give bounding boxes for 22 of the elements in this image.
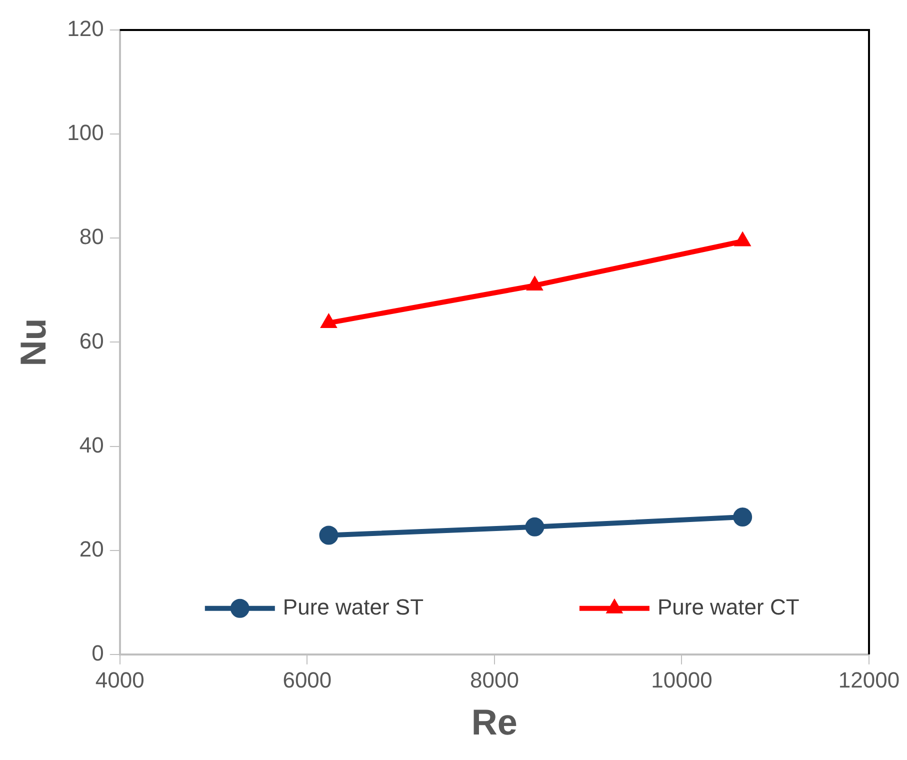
point: [733, 508, 752, 527]
x-tick-label: 4000: [95, 668, 144, 693]
point: [319, 526, 338, 545]
point: [526, 276, 544, 290]
y-tick-label: 60: [79, 328, 104, 354]
y-tick-label: 80: [79, 224, 104, 250]
point: [525, 517, 544, 536]
x-tick-label: 8000: [470, 668, 519, 693]
y-axis-title: Nu: [12, 318, 54, 366]
legend-label: Pure water ST: [282, 594, 424, 620]
y-tick-label: 100: [67, 120, 104, 146]
x-tick-label: 10000: [651, 668, 712, 693]
x-tick-label: 12000: [838, 668, 900, 693]
x-axis-title: Re: [471, 701, 518, 742]
y-tick-label: 0: [92, 640, 104, 666]
y-tick-label: 20: [79, 536, 104, 562]
legend-label: Pure water CT: [657, 594, 800, 620]
x-tick-label: 6000: [282, 668, 332, 693]
point: [320, 313, 338, 328]
point: [734, 232, 751, 246]
y-tick-label: 40: [79, 432, 104, 458]
y-tick-label: 120: [67, 16, 104, 42]
